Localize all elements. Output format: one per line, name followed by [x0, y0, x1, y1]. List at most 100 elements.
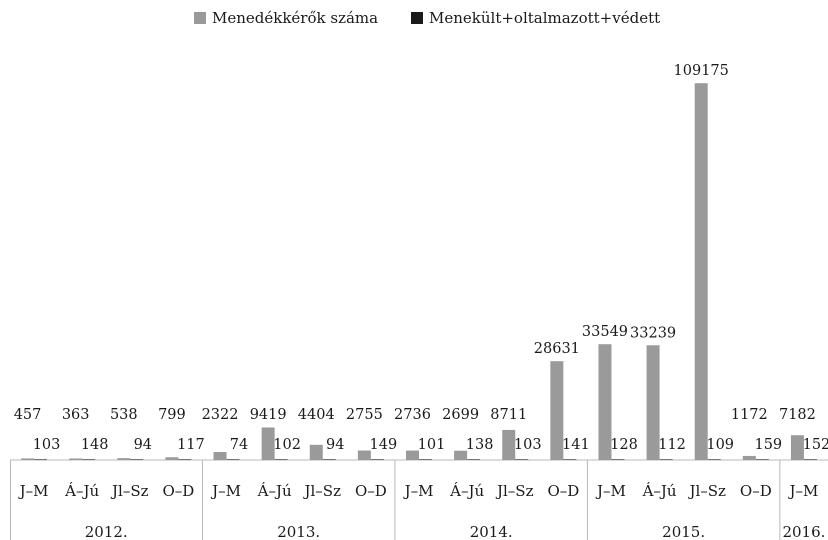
- value-label-menedekkerok: 457: [14, 407, 42, 423]
- year-label: 2016.: [782, 523, 825, 540]
- value-label-menekult: 109: [706, 437, 734, 453]
- value-label-menekult: 74: [230, 437, 248, 453]
- category-tick-labels: J–M Á–Jú Jl–Sz O–D J–M Á–Jú Jl–Sz O–D J–M Á–Jú Jl–…: [18, 482, 819, 500]
- bar-menedekkerok: [742, 455, 756, 460]
- value-label-menedekkerok: 799: [158, 407, 186, 423]
- bar-menekult: [659, 459, 673, 460]
- value-label-menekult: 103: [33, 437, 61, 453]
- value-label-menedekkerok: 33239: [630, 325, 676, 341]
- category-tick-label: Á–Jú: [64, 482, 99, 500]
- bar-menekult: [467, 459, 481, 460]
- value-label-menekult: 159: [754, 437, 782, 453]
- value-label-menekult: 94: [134, 437, 152, 453]
- category-tick-label: O–D: [355, 482, 387, 500]
- year-label: 2012.: [85, 523, 128, 540]
- legend-item-2: Menekült+oltalmazott+védett: [411, 9, 660, 27]
- value-labels: 4571033631485389479911723227494191024404…: [14, 63, 828, 453]
- value-label-menedekkerok: 4404: [298, 407, 335, 423]
- bar-menedekkerok: [694, 83, 708, 460]
- value-label-menedekkerok: 9419: [250, 407, 287, 423]
- bar-menekult: [322, 459, 336, 460]
- bar-menedekkerok: [406, 450, 419, 460]
- value-label-menedekkerok: 538: [110, 407, 138, 423]
- bar-menedekkerok: [646, 345, 660, 460]
- value-label-menedekkerok: 7182: [779, 407, 816, 423]
- value-label-menekult: 103: [514, 437, 542, 453]
- legend-label-2: Menekült+oltalmazott+védett: [429, 9, 660, 27]
- bar-menedekkerok: [213, 451, 227, 460]
- category-tick-label: Jl–Sz: [303, 482, 342, 500]
- value-label-menekult: 94: [326, 437, 344, 453]
- bar-menedekkerok: [357, 450, 371, 460]
- bar-menedekkerok: [165, 457, 179, 460]
- category-tick-label: J–M: [403, 482, 434, 500]
- value-label-menekult: 101: [418, 437, 446, 453]
- category-tick-label: Jl–Sz: [687, 482, 726, 500]
- category-tick-label: J–M: [595, 482, 626, 500]
- legend-swatch-2: [411, 12, 423, 24]
- category-tick-label: O–D: [162, 482, 194, 500]
- category-gridlines: [10, 459, 828, 540]
- value-label-menedekkerok: 2736: [394, 407, 431, 423]
- value-label-menekult: 152: [803, 437, 828, 453]
- bar-menedekkerok: [790, 435, 804, 460]
- value-label-menedekkerok: 2322: [202, 407, 239, 423]
- bar-menekult: [563, 459, 577, 460]
- category-tick-label: J–M: [210, 482, 241, 500]
- value-label-menekult: 138: [466, 437, 494, 453]
- category-tick-label: J–M: [788, 482, 819, 500]
- value-label-menedekkerok: 8711: [490, 407, 527, 423]
- category-tick-label: Jl–Sz: [495, 482, 534, 500]
- bar-menekult: [755, 459, 769, 460]
- value-label-menekult: 141: [562, 437, 590, 453]
- bar-menekult: [707, 459, 721, 460]
- bar-menedekkerok: [550, 361, 564, 460]
- legend: Menedékkérők száma Menekült+oltalmazott+v…: [194, 9, 660, 27]
- value-label-menedekkerok: 363: [62, 407, 90, 423]
- year-label: 2015.: [662, 523, 705, 540]
- year-label: 2014.: [470, 523, 513, 540]
- value-label-menedekkerok: 109175: [674, 63, 729, 79]
- bar-menedekkerok: [309, 444, 323, 460]
- value-label-menekult: 128: [610, 437, 638, 453]
- bars: [21, 83, 817, 460]
- value-label-menekult: 148: [81, 437, 109, 453]
- bar-menekult: [803, 459, 817, 460]
- bar-menekult: [370, 459, 384, 460]
- bar-menedekkerok: [261, 427, 275, 460]
- year-labels: 2012. 2013. 2014. 2015. 2016.: [85, 523, 826, 540]
- bar-menekult: [34, 459, 48, 460]
- category-tick-label: Á–Jú: [257, 482, 292, 500]
- value-label-menedekkerok: 1172: [731, 407, 768, 423]
- legend-swatch-1: [194, 12, 206, 24]
- category-tick-label: O–D: [547, 482, 579, 500]
- value-label-menedekkerok: 28631: [534, 341, 580, 357]
- bar-menedekkerok: [502, 429, 516, 460]
- bar-menekult: [226, 459, 240, 460]
- value-label-menedekkerok: 33549: [582, 324, 628, 340]
- legend-label-1: Menedékkérők száma: [212, 9, 378, 27]
- value-label-menekult: 149: [370, 437, 398, 453]
- bar-menedekkerok: [454, 450, 468, 460]
- bar-menedekkerok: [598, 344, 612, 460]
- category-tick-label: Á–Jú: [449, 482, 484, 500]
- value-label-menekult: 102: [273, 437, 301, 453]
- value-label-menekult: 117: [177, 437, 205, 453]
- bar-menekult: [178, 459, 192, 460]
- category-tick-label: Á–Jú: [642, 482, 677, 500]
- bar-menedekkerok: [69, 458, 83, 460]
- bar-menekult: [274, 459, 288, 460]
- category-tick-label: O–D: [740, 482, 772, 500]
- bar-menekult: [611, 459, 625, 460]
- value-label-menedekkerok: 2755: [346, 407, 383, 423]
- bar-menekult: [130, 459, 144, 460]
- legend-item-1: Menedékkérők száma: [194, 9, 378, 27]
- bar-menedekkerok: [117, 458, 131, 460]
- value-label-menekult: 112: [658, 437, 686, 453]
- bar-menekult: [419, 459, 432, 460]
- bar-menedekkerok: [21, 458, 35, 460]
- category-tick-label: Jl–Sz: [110, 482, 149, 500]
- value-label-menedekkerok: 2699: [442, 407, 479, 423]
- bar-menekult: [82, 459, 96, 460]
- year-label: 2013.: [277, 523, 320, 540]
